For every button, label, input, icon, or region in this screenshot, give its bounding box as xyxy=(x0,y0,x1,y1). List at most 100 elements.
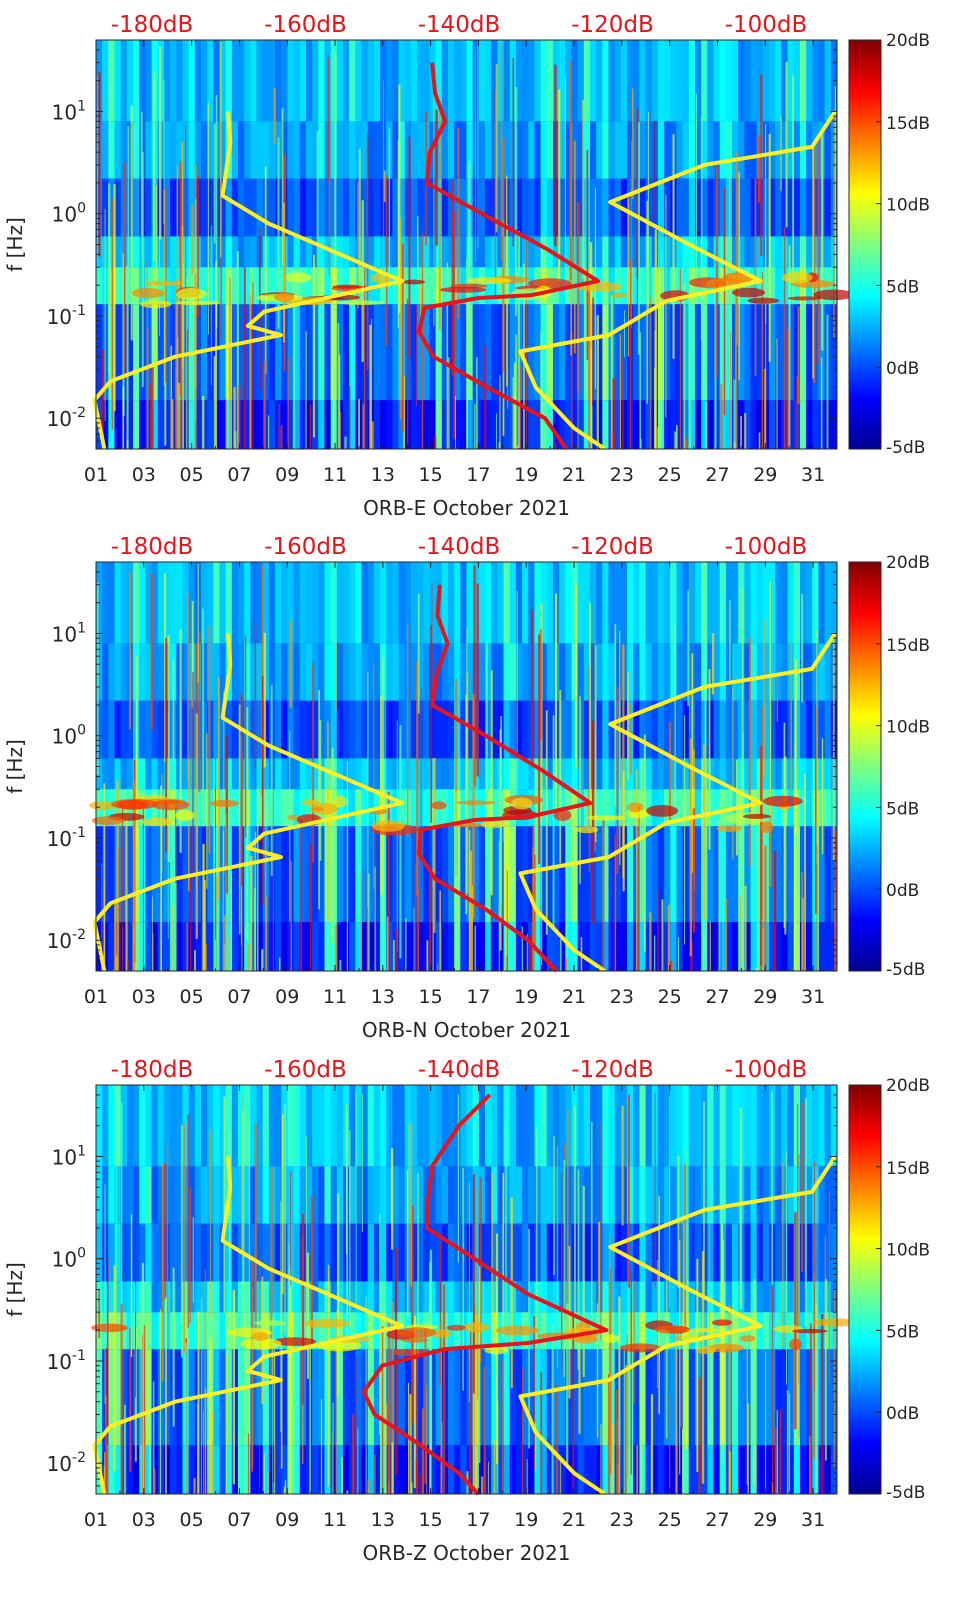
x-tick-label: 27 xyxy=(705,464,729,486)
psd-curve xyxy=(417,62,600,451)
y-axis-label: f [Hz] xyxy=(3,217,27,272)
x-tick-label: 27 xyxy=(705,1509,729,1531)
x-tick-label: 01 xyxy=(84,1509,108,1531)
y-tick-label: 101 xyxy=(52,620,86,646)
x-tick-label: 05 xyxy=(180,986,204,1008)
noise-model-curve-low xyxy=(92,111,405,450)
x-tick-label: 07 xyxy=(227,464,251,486)
x-tick-label: 07 xyxy=(227,1509,251,1531)
colorbar-label: 15dB xyxy=(886,114,930,134)
x-tick-label: 15 xyxy=(419,986,443,1008)
y-tick-label: 10-2 xyxy=(47,927,86,953)
x-tick-label: 31 xyxy=(801,986,825,1008)
noise-model-curve-low xyxy=(92,1156,405,1495)
colorbar-label: 0dB xyxy=(886,1404,919,1424)
colorbar-label: 0dB xyxy=(886,359,919,379)
colorbar-label: 15dB xyxy=(886,1159,930,1179)
panels: -180dB -160dB -140dB -120dB -100dB 01 03 05 07 09… xyxy=(3,12,930,1565)
x-tick-label: 29 xyxy=(753,464,777,486)
panel-orb-z: -180dB -160dB -140dB -120dB -100dB 01 03 05 07 09… xyxy=(3,1057,930,1565)
colorbar-label: 10dB xyxy=(886,1241,930,1261)
x-tick-label: 03 xyxy=(132,1509,156,1531)
x-tick-label: 31 xyxy=(801,464,825,486)
x-tick-label: 13 xyxy=(371,986,395,1008)
x-tick-label: 05 xyxy=(180,464,204,486)
x-tick-label: 09 xyxy=(275,986,299,1008)
y-tick-label: 10-1 xyxy=(47,1348,86,1374)
psd-curve xyxy=(417,584,593,973)
colorbar-label: 20dB xyxy=(886,553,930,573)
y-axis-label: f [Hz] xyxy=(3,739,27,794)
y-tick-label: 100 xyxy=(52,723,86,749)
top-axis-label: -100dB xyxy=(725,534,808,560)
x-axis-label: ORB-E October 2021 xyxy=(363,496,570,520)
x-tick-label: 19 xyxy=(514,1509,538,1531)
x-tick-label: 11 xyxy=(323,986,347,1008)
x-tick-label: 31 xyxy=(801,1509,825,1531)
psd-curve xyxy=(361,1093,609,1496)
x-tick-label: 17 xyxy=(466,1509,490,1531)
y-tick-label: 101 xyxy=(52,1143,86,1169)
top-axis-label: -100dB xyxy=(725,1057,808,1083)
spectrogram xyxy=(96,40,854,449)
x-tick-label: 25 xyxy=(658,986,682,1008)
x-tick-label: 25 xyxy=(658,1509,682,1531)
top-axis-label: -180dB xyxy=(111,534,194,560)
colorbar-label: 20dB xyxy=(886,31,930,51)
top-axis-label: -120dB xyxy=(571,12,654,38)
x-tick-label: 19 xyxy=(514,986,538,1008)
x-tick-label: 23 xyxy=(610,464,634,486)
y-tick-label: 10-2 xyxy=(47,1450,86,1476)
colorbar-label: -5dB xyxy=(886,1483,925,1503)
x-tick-label: 21 xyxy=(562,464,586,486)
x-tick-label: 19 xyxy=(514,464,538,486)
top-axis-label: -180dB xyxy=(111,12,194,38)
top-axis-label: -120dB xyxy=(571,1057,654,1083)
x-tick-label: 09 xyxy=(275,1509,299,1531)
x-tick-label: 03 xyxy=(132,464,156,486)
x-tick-label: 15 xyxy=(419,1509,443,1531)
y-tick-label: 100 xyxy=(52,1246,86,1272)
top-axis-label: -160dB xyxy=(264,534,347,560)
colorbar xyxy=(848,1084,882,1495)
x-tick-label: 15 xyxy=(419,464,443,486)
colorbar-label: -5dB xyxy=(886,438,925,458)
noise-model-curve-low xyxy=(92,633,405,972)
x-axis-label: ORB-N October 2021 xyxy=(362,1018,571,1042)
x-tick-label: 25 xyxy=(658,464,682,486)
colorbar-label: 10dB xyxy=(886,718,930,738)
noise-model-curve-high xyxy=(518,632,837,973)
x-tick-label: 07 xyxy=(227,986,251,1008)
x-tick-label: 23 xyxy=(610,1509,634,1531)
top-axis-label: -100dB xyxy=(725,12,808,38)
x-tick-label: 21 xyxy=(562,986,586,1008)
top-axis-label: -140dB xyxy=(418,12,501,38)
x-tick-label: 03 xyxy=(132,986,156,1008)
colorbar-label: 10dB xyxy=(886,196,930,216)
x-tick-label: 17 xyxy=(466,464,490,486)
spectrogram xyxy=(89,562,838,971)
x-tick-label: 09 xyxy=(275,464,299,486)
colorbar xyxy=(848,39,882,450)
colorbar-label: 5dB xyxy=(886,277,919,297)
x-tick-label: 29 xyxy=(753,986,777,1008)
top-axis-label: -160dB xyxy=(264,1057,347,1083)
x-tick-label: 05 xyxy=(180,1509,204,1531)
x-tick-label: 13 xyxy=(371,1509,395,1531)
noise-model-curve-high xyxy=(518,1155,837,1496)
panel-orb-n: -180dB -160dB -140dB -120dB -100dB 01 03 05 07 09… xyxy=(3,534,930,1042)
colorbar-label: 5dB xyxy=(886,1322,919,1342)
top-axis-label: -160dB xyxy=(264,12,347,38)
x-tick-label: 29 xyxy=(753,1509,777,1531)
colorbar-label: 5dB xyxy=(886,799,919,819)
x-tick-label: 11 xyxy=(323,464,347,486)
y-tick-label: 10-1 xyxy=(47,825,86,851)
colorbar-label: 0dB xyxy=(886,881,919,901)
y-tick-label: 10-1 xyxy=(47,303,86,329)
x-tick-label: 01 xyxy=(84,464,108,486)
x-tick-label: 11 xyxy=(323,1509,347,1531)
y-tick-label: 101 xyxy=(52,98,86,124)
colorbar-label: 20dB xyxy=(886,1076,930,1096)
panel-orb-e: -180dB -160dB -140dB -120dB -100dB 01 03 05 07 09… xyxy=(3,12,930,520)
x-tick-label: 17 xyxy=(466,986,490,1008)
